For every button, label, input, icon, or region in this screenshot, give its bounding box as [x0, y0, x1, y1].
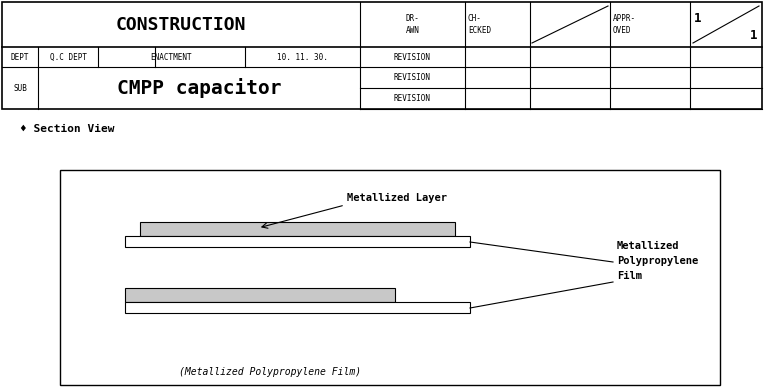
Bar [60, 170, 720, 385]
Text: 1: 1 [750, 29, 758, 42]
Bar [2, 2, 762, 109]
Text: REVISION: REVISION [394, 53, 431, 62]
Text: Metallized Layer: Metallized Layer [347, 193, 447, 203]
Text: CONSTRUCTION: CONSTRUCTION [116, 16, 246, 33]
Bar [125, 236, 470, 247]
Text: ♦ Section View: ♦ Section View [20, 124, 114, 134]
Text: APPR-
OVED: APPR- OVED [613, 14, 636, 35]
Text: DR-
AWN: DR- AWN [406, 14, 420, 35]
Text: 1: 1 [694, 12, 702, 25]
Text: 10. 11. 30.: 10. 11. 30. [277, 53, 328, 62]
Text: Q.C DEPT: Q.C DEPT [50, 53, 87, 62]
Text: Metallized
Polypropylene
Film: Metallized Polypropylene Film [617, 241, 698, 281]
Text: CH-
ECKED: CH- ECKED [468, 14, 491, 35]
Text: (Metallized Polypropylene Film): (Metallized Polypropylene Film) [179, 367, 361, 377]
Bar [140, 222, 455, 236]
Text: CMPP capacitor: CMPP capacitor [117, 78, 281, 98]
Text: DEPT: DEPT [11, 53, 29, 62]
Text: REVISION: REVISION [394, 94, 431, 103]
Text: REVISION: REVISION [394, 73, 431, 82]
Bar [125, 288, 395, 302]
Text: SUB: SUB [13, 83, 27, 93]
Text: ENACTMENT: ENACTMENT [150, 53, 193, 62]
Bar [125, 302, 470, 313]
